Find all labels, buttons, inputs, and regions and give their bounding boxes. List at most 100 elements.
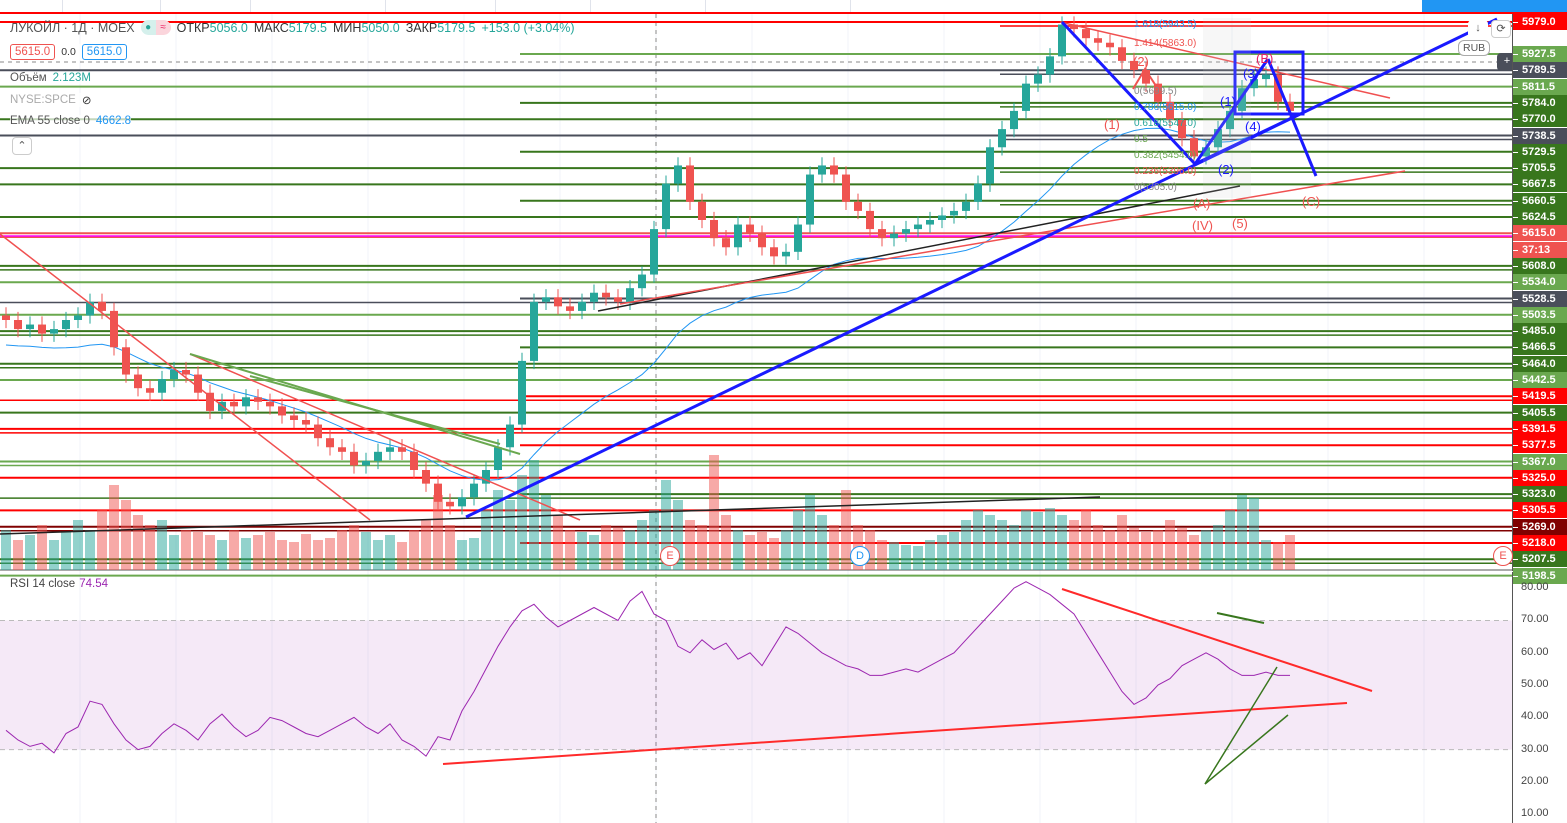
candle-body [1094,38,1102,43]
candle-body [914,224,922,230]
volume-bar [409,530,419,570]
candle-body [434,483,442,502]
main-trend-line [465,17,1498,519]
candle-body [758,233,766,248]
price-level-label: 5391.5 [1513,420,1567,437]
volume-bar [973,510,983,570]
candle-body [926,220,934,225]
candle-body [50,329,58,334]
volume-bar [1189,535,1199,570]
volume-bar [1225,510,1235,570]
volume-bar [481,510,491,570]
ema-legend[interactable]: EMA 55 close 0 4662.8 [10,115,132,127]
candle-body [1070,24,1078,30]
delay-icon: ≈ [155,20,171,35]
candle-body [458,497,466,507]
volume-bar [661,480,671,570]
market-status: ● ≈ [140,20,171,35]
collapse-legend-button[interactable]: ⌃ [12,137,32,155]
chart-canvas[interactable]: 1.618(5943.5) 1.414(5863.0) 0(5699.5) 0.786… [0,14,1512,823]
sell-button[interactable]: 5615.0 [10,44,56,60]
price-level-label: 5979.0 [1513,14,1567,30]
candle-body [806,174,814,225]
candle-body [206,392,214,411]
candle-body [878,229,886,239]
candle-body [638,274,646,289]
candle-body [446,501,454,507]
candle-body [386,447,394,452]
maximize-icon[interactable]: ⟳ [1491,20,1511,38]
volume-bar [865,530,875,570]
ema-value: 4662.8 [95,115,132,127]
rsi-annotation-line [1204,714,1289,785]
volume-bar [1177,528,1187,570]
volume-bar [1033,512,1043,570]
candle-body [230,401,238,407]
candle-body [542,297,550,302]
buy-button[interactable]: 5615.0 [81,44,127,60]
volume-bar [1153,530,1163,570]
candle-body [38,324,46,334]
candle-body [146,388,154,393]
volume-bar [1201,530,1211,570]
candle-body [2,315,10,320]
volume-bar [1237,495,1247,570]
wave-label: (5) [1232,216,1248,231]
candle-body [962,201,970,211]
volume-value: 2.123M [52,72,91,84]
rsi-axis[interactable]: 80.00 70.00 60.00 50.00 40.00 30.00 20.00 10.00 [1512,572,1567,823]
price-axis[interactable]: 5979.0 5927.5 5789.5 5811.5 5784.0 5770.0 5738… [1512,14,1567,584]
dividend-marker[interactable]: D [850,546,870,566]
hidden-eye-icon[interactable]: ⊘ [81,95,92,107]
candle-body [278,406,286,416]
volume-bar [949,532,959,570]
candle-body [302,420,310,425]
wave-label: (2) [1218,162,1234,177]
volume-bar [85,530,95,570]
rsi-axis-label: 80.00 [1521,581,1549,594]
candle-body [938,215,946,220]
rsi-legend[interactable]: RSI 14 close 74.54 [10,578,108,590]
currency-label[interactable]: RUB [1458,40,1491,56]
candle-body [998,129,1006,148]
volume-bar [553,515,563,570]
volume-bar [121,500,131,570]
volume-bar [205,535,215,570]
candle-body [290,415,298,420]
volume-bar [37,525,47,570]
rsi-axis-label: 60.00 [1521,645,1549,658]
market-open-dot-icon: ● [140,20,156,35]
candle-body [14,320,22,330]
volume-legend[interactable]: Объём 2.123M [10,72,91,84]
candle-body [782,251,790,257]
candle-body [1202,147,1210,157]
rsi-support-line [442,702,1348,765]
symbol-title[interactable]: ЛУКОЙЛ · 1Д · MOEX [10,20,135,35]
fib-level-label: 0.786(5615.0) [1134,102,1196,113]
volume-bar [673,500,683,570]
publish-button[interactable] [1422,0,1567,12]
candle-body [602,292,610,298]
volume-bar [985,515,995,570]
fib-level-label: 0.618(5547.0) [1134,118,1196,129]
volume-bar [841,490,851,570]
candle-body [1262,74,1270,80]
volume-bar [541,495,551,570]
candle-body [1178,120,1186,139]
candle-body [890,233,898,239]
compare-legend[interactable]: NYSE:SPCE ⊘ [10,93,92,107]
top-toolbar [0,0,1567,14]
price-level-label: 5405.5 [1513,404,1567,421]
candle-body [1058,24,1066,57]
volume-bar [445,525,455,570]
earnings-marker[interactable]: E [1493,546,1513,566]
candle-body [1154,83,1162,102]
price-level-label: 5927.5 [1513,46,1567,62]
volume-bar [97,510,107,570]
earnings-marker[interactable]: E [660,546,680,566]
compare-symbol: NYSE:SPCE [10,94,76,106]
volume-bar [1165,520,1175,570]
scroll-down-icon[interactable]: ↓ [1468,20,1488,38]
volume-bar [1129,528,1139,570]
candle-body [1166,101,1174,120]
